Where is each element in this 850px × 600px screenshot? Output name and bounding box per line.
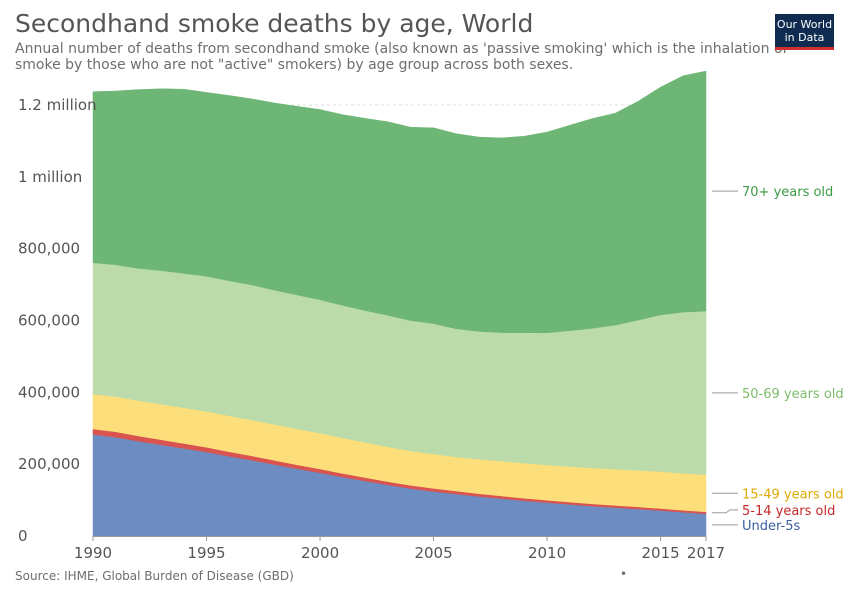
y-tick-label: 600,000 bbox=[18, 312, 80, 330]
x-tick-label: 1995 bbox=[187, 544, 225, 562]
area-layer bbox=[92, 70, 707, 537]
y-tick-label: 1.2 million bbox=[18, 96, 97, 114]
y-axis: 0 200,000 400,000 600,000 800,000 1 million 1.… bbox=[18, 96, 97, 545]
area-70-years-old[interactable] bbox=[92, 70, 707, 334]
series-label-under-5s[interactable]: Under-5s bbox=[742, 519, 800, 534]
y-tick-label: 0 bbox=[18, 527, 28, 545]
y-tick-label: 200,000 bbox=[18, 455, 80, 473]
y-tick-label: 1 million bbox=[18, 168, 82, 186]
x-tick-label: 2017 bbox=[687, 544, 725, 562]
chart-title: Secondhand smoke deaths by age, World bbox=[15, 9, 534, 38]
series-label-5-14-years-old[interactable]: 5-14 years old bbox=[742, 504, 835, 519]
x-tick-label: 2015 bbox=[641, 544, 679, 562]
owid-logo[interactable]: Our World in Data bbox=[775, 14, 834, 50]
y-tick-label: 400,000 bbox=[18, 383, 80, 401]
x-tick-label: 2000 bbox=[301, 544, 339, 562]
series-label-50-69-years-old[interactable]: 50-69 years old bbox=[742, 387, 844, 402]
footer-dot: • bbox=[620, 567, 628, 581]
x-axis: 1990 1995 2000 2005 2010 2015 2017 bbox=[74, 536, 725, 562]
x-tick-label: 2005 bbox=[414, 544, 452, 562]
y-tick-label: 800,000 bbox=[18, 240, 80, 258]
x-tick-label: 1990 bbox=[74, 544, 112, 562]
series-label-70-years-old[interactable]: 70+ years old bbox=[742, 185, 833, 200]
logo-line-1: Our World bbox=[776, 18, 833, 31]
label-connector bbox=[712, 509, 738, 514]
chart-subtitle: Annual number of deaths from secondhand … bbox=[15, 41, 788, 73]
logo-line-2: in Data bbox=[784, 31, 825, 44]
series-label-15-49-years-old[interactable]: 15-49 years old bbox=[742, 487, 844, 502]
series-labels: Under-5s5-14 years old 15-49 years old 50-… bbox=[712, 185, 844, 534]
x-tick-label: 2010 bbox=[528, 544, 566, 562]
source-note[interactable]: Source: IHME, Global Burden of Disease (… bbox=[15, 569, 294, 583]
